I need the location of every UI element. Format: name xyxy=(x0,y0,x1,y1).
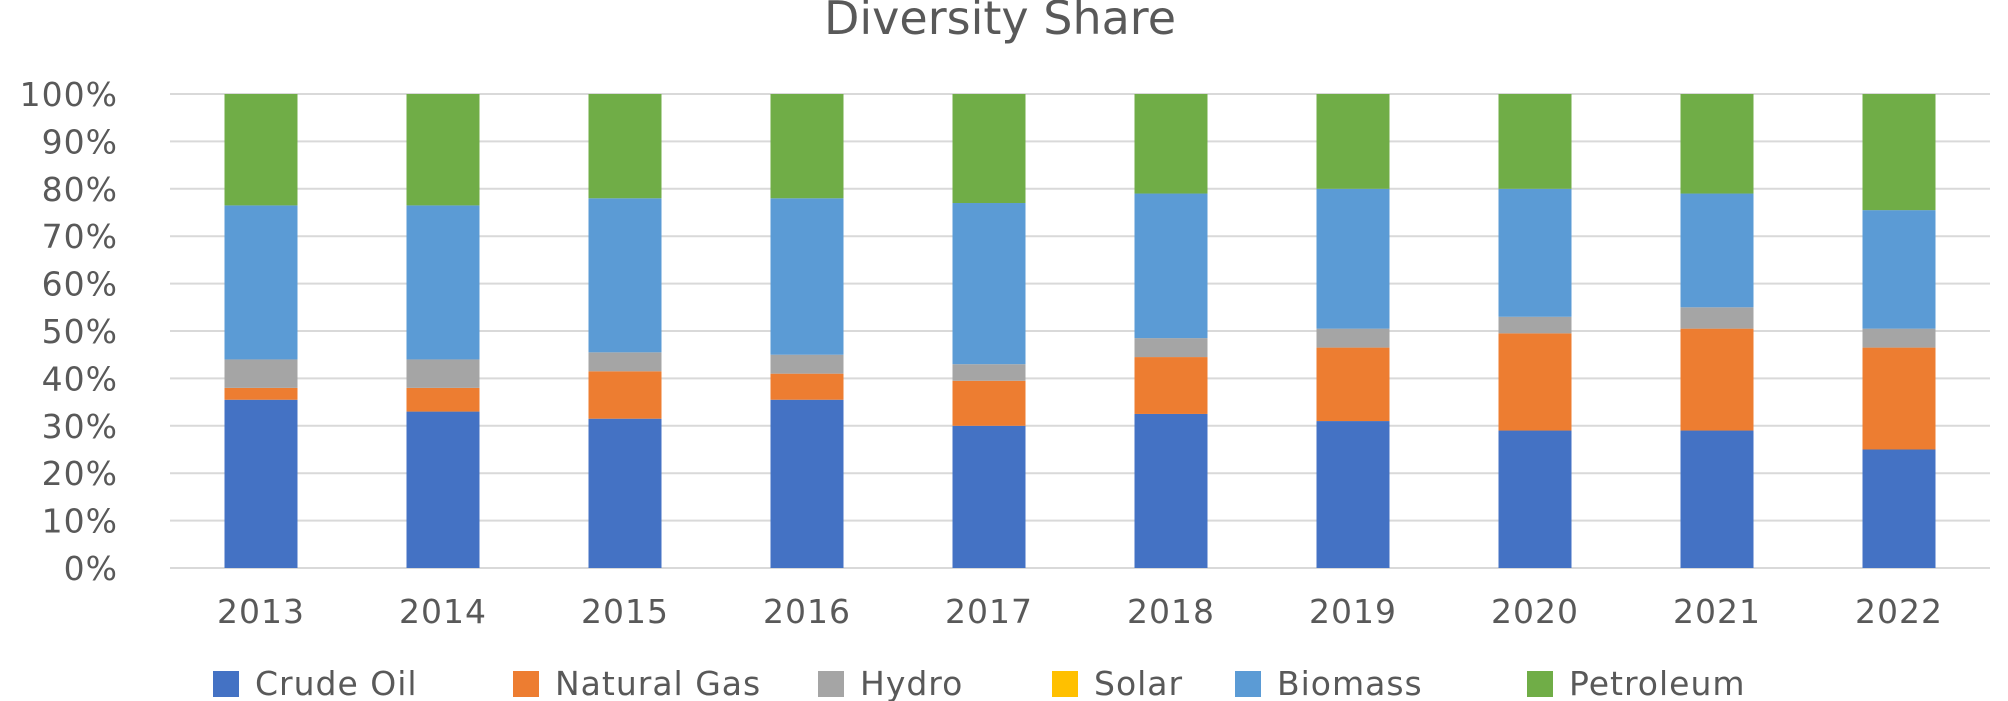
bar-petroleum-2021 xyxy=(1680,94,1754,194)
legend-item-biomass: Biomass xyxy=(1235,664,1423,701)
bar-petroleum-2018 xyxy=(1134,94,1208,194)
bar-crude-oil-2017 xyxy=(952,425,1026,568)
legend-label: Crude Oil xyxy=(255,664,418,701)
bar-natural-gas-2016 xyxy=(770,373,844,400)
bar-hydro-2016 xyxy=(770,354,844,374)
bar-biomass-2020 xyxy=(1498,188,1572,317)
x-tick-label: 2015 xyxy=(581,592,669,631)
x-tick-label: 2020 xyxy=(1491,592,1579,631)
x-tick-label: 2021 xyxy=(1673,592,1761,631)
bar-hydro-2018 xyxy=(1134,338,1208,358)
bar-natural-gas-2020 xyxy=(1498,333,1572,431)
bar-biomass-2015 xyxy=(588,198,662,353)
bar-crude-oil-2013 xyxy=(224,399,298,568)
y-tick-label: 90% xyxy=(42,122,118,161)
bar-petroleum-2017 xyxy=(952,94,1026,204)
bar-natural-gas-2018 xyxy=(1134,357,1208,414)
bar-petroleum-2015 xyxy=(588,94,662,199)
bar-crude-oil-2016 xyxy=(770,399,844,568)
bar-hydro-2021 xyxy=(1680,307,1754,329)
x-tick-label: 2014 xyxy=(399,592,487,631)
bar-biomass-2018 xyxy=(1134,193,1208,339)
bar-natural-gas-2014 xyxy=(406,387,480,412)
bar-petroleum-2014 xyxy=(406,94,480,206)
x-tick-label: 2017 xyxy=(945,592,1033,631)
bar-biomass-2019 xyxy=(1316,188,1390,329)
legend-label: Natural Gas xyxy=(555,664,761,701)
bar-natural-gas-2021 xyxy=(1680,328,1754,431)
x-tick-label: 2019 xyxy=(1309,592,1397,631)
bar-biomass-2022 xyxy=(1862,210,1936,329)
x-tick-label: 2013 xyxy=(217,592,305,631)
bar-biomass-2021 xyxy=(1680,193,1754,308)
legend-item-hydro: Hydro xyxy=(818,664,963,701)
bar-crude-oil-2014 xyxy=(406,411,480,568)
legend-swatch xyxy=(1527,671,1553,697)
legend: Crude Oil Natural Gas Hydro Solar Biomass Pet… xyxy=(213,664,1746,701)
y-tick-label: 0% xyxy=(64,549,118,588)
bar-petroleum-2016 xyxy=(770,94,844,199)
bar-petroleum-2020 xyxy=(1498,94,1572,189)
y-tick-label: 20% xyxy=(42,454,118,493)
legend-item-crude-oil: Crude Oil xyxy=(213,664,418,701)
y-tick-label: 60% xyxy=(42,265,118,304)
legend-swatch xyxy=(818,671,844,697)
legend-label: Hydro xyxy=(860,664,963,701)
y-tick-label: 40% xyxy=(42,359,118,398)
bar-crude-oil-2015 xyxy=(588,418,662,568)
legend-item-natural-gas: Natural Gas xyxy=(513,664,761,701)
bar-hydro-2017 xyxy=(952,364,1026,381)
legend-swatch xyxy=(213,671,239,697)
y-tick-label: 50% xyxy=(42,312,118,351)
x-tick-label: 2018 xyxy=(1127,592,1215,631)
legend-swatch xyxy=(1052,671,1078,697)
legend-swatch xyxy=(513,671,539,697)
bar-petroleum-2013 xyxy=(224,94,298,206)
bar-natural-gas-2022 xyxy=(1862,347,1936,450)
bar-crude-oil-2021 xyxy=(1680,430,1754,568)
legend-label: Biomass xyxy=(1277,664,1423,701)
y-tick-label: 10% xyxy=(42,502,118,541)
bar-hydro-2020 xyxy=(1498,316,1572,334)
bar-hydro-2014 xyxy=(406,359,480,388)
bar-natural-gas-2013 xyxy=(224,387,298,400)
bar-petroleum-2019 xyxy=(1316,94,1390,189)
bar-hydro-2013 xyxy=(224,359,298,388)
bar-petroleum-2022 xyxy=(1862,94,1936,211)
bar-crude-oil-2022 xyxy=(1862,449,1936,568)
legend-item-petroleum: Petroleum xyxy=(1527,664,1746,701)
bar-hydro-2015 xyxy=(588,352,662,372)
y-tick-label: 30% xyxy=(42,407,118,446)
x-axis-ticks: 2013 2014 2015 2016 2017 2018 2019 2020 2021 2022 xyxy=(217,592,1943,631)
legend-swatch xyxy=(1235,671,1261,697)
y-tick-label: 100% xyxy=(20,75,118,114)
bars xyxy=(224,94,1936,568)
bar-natural-gas-2017 xyxy=(952,380,1026,426)
bar-biomass-2014 xyxy=(406,205,480,360)
legend-label: Solar xyxy=(1094,664,1183,701)
y-tick-label: 80% xyxy=(42,170,118,209)
bar-biomass-2017 xyxy=(952,203,1026,365)
y-axis-ticks: 0% 10% 20% 30% 40% 50% 60% 70% 80% 90% 100% xyxy=(20,75,118,588)
x-tick-label: 2016 xyxy=(763,592,851,631)
bar-crude-oil-2018 xyxy=(1134,413,1208,568)
bar-crude-oil-2020 xyxy=(1498,430,1572,568)
bar-natural-gas-2015 xyxy=(588,371,662,419)
bar-crude-oil-2019 xyxy=(1316,421,1390,568)
x-tick-label: 2022 xyxy=(1855,592,1943,631)
bar-biomass-2013 xyxy=(224,205,298,360)
legend-label: Petroleum xyxy=(1569,664,1746,701)
chart-title: Diversity Share xyxy=(824,0,1176,45)
bar-hydro-2019 xyxy=(1316,328,1390,348)
y-tick-label: 70% xyxy=(42,217,118,256)
bar-natural-gas-2019 xyxy=(1316,347,1390,422)
bar-hydro-2022 xyxy=(1862,328,1936,348)
bar-biomass-2016 xyxy=(770,198,844,355)
legend-item-solar: Solar xyxy=(1052,664,1183,701)
